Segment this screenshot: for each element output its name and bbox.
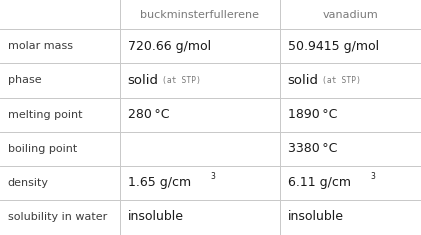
Text: molar mass: molar mass xyxy=(8,41,72,51)
Text: boiling point: boiling point xyxy=(8,144,77,154)
Text: 720.66 g/mol: 720.66 g/mol xyxy=(128,40,210,53)
Text: 1.65 g/cm: 1.65 g/cm xyxy=(128,176,191,189)
Text: density: density xyxy=(8,178,48,188)
Text: 6.11 g/cm: 6.11 g/cm xyxy=(288,176,351,189)
Text: 3: 3 xyxy=(370,172,375,181)
Text: (at STP): (at STP) xyxy=(322,76,361,85)
Text: vanadium: vanadium xyxy=(322,10,378,20)
Text: 1890 °C: 1890 °C xyxy=(288,108,337,121)
Text: (at STP): (at STP) xyxy=(162,76,201,85)
Text: 3380 °C: 3380 °C xyxy=(288,142,337,155)
Text: phase: phase xyxy=(8,75,41,86)
Text: solubility in water: solubility in water xyxy=(8,212,107,222)
Text: buckminsterfullerene: buckminsterfullerene xyxy=(141,10,259,20)
Text: 50.9415 g/mol: 50.9415 g/mol xyxy=(288,40,378,53)
Text: insoluble: insoluble xyxy=(288,210,344,223)
Text: solid: solid xyxy=(288,74,319,87)
Text: solid: solid xyxy=(128,74,159,87)
Text: 280 °C: 280 °C xyxy=(128,108,169,121)
Text: melting point: melting point xyxy=(8,110,82,120)
Text: 3: 3 xyxy=(210,172,215,181)
Text: insoluble: insoluble xyxy=(128,210,184,223)
